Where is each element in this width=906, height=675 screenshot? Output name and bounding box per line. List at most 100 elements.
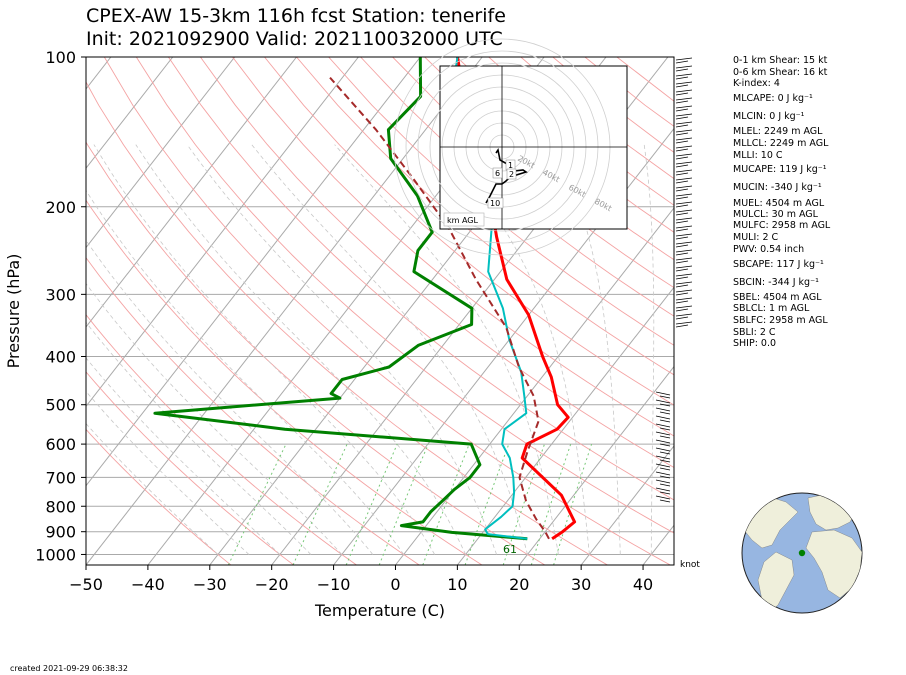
hodograph-height-label: 2 [509,170,514,179]
dry-adiabat [103,57,671,565]
index-line: SBLFC: 2958 m AGL [733,315,828,326]
wind-barb [675,161,693,168]
index-line: SHIP: 0.0 [733,338,777,349]
x-axis-label: Temperature (C) [314,601,445,620]
moist-adiabat [86,239,374,555]
dry-adiabat [86,199,483,565]
wind-barb [675,257,693,264]
moist-adiabat [86,357,281,555]
y-tick-label: 300 [45,285,76,304]
y-tick-label: 800 [45,497,76,516]
y-tick-label: 1000 [35,545,76,564]
index-line: MULI: 2 C [733,232,779,243]
wind-barb [655,455,671,463]
wind-barb [675,121,693,128]
x-tick-label: −50 [69,575,103,594]
wind-barb [675,281,693,288]
dry-adiabat [296,57,674,376]
isotherm-line [86,57,421,487]
wind-barb [675,105,693,112]
mixing-ratio-line [345,443,398,565]
index-line: MUCIN: -340 J kg⁻¹ [733,182,822,193]
isotherm-line [395,207,674,565]
dry-adiabat [328,57,674,346]
index-line: SBEL: 4504 m AGL [733,292,822,303]
index-line: MLLCL: 2249 m AGL [733,138,829,149]
wind-barb [675,129,693,136]
wind-barb [675,73,693,80]
hodograph-agl-label: km AGL [447,216,479,225]
wind-barb [675,313,693,320]
wind-barb [655,479,671,487]
moist-adiabat [86,282,343,555]
hodograph-height-label: 6 [495,169,500,178]
y-tick-label: 900 [45,523,76,542]
x-tick-label: 20 [509,575,529,594]
chart-title-line1: CPEX-AW 15-3km 116h fcst Station: teneri… [86,5,506,27]
surface-label: 61 [503,543,517,556]
y-tick-label: 200 [45,198,76,217]
moist-adiabat [439,144,590,555]
mixing-ratio-line [292,443,348,565]
wind-barb [655,439,671,447]
isotherm-line [86,57,483,565]
grid-lines [86,57,674,565]
moist-adiabat [135,144,466,555]
isotherm-line [456,286,674,565]
surface-value-label: 61 [503,543,517,556]
moist-adiabat [334,144,559,555]
dry-adiabat [168,57,674,501]
wind-barb [675,217,693,224]
index-line: MLEL: 2249 m AGL [733,126,823,137]
x-tick-label: 10 [447,575,467,594]
station-marker [798,549,806,557]
wind-barb [675,305,693,312]
x-tick-label: −40 [131,575,165,594]
y-tick-label: 600 [45,435,76,454]
africa-land [805,529,862,599]
moist-adiabat [186,144,497,555]
index-line: MULCL: 30 m AGL [733,209,818,220]
wind-barb [675,185,693,192]
wind-barb [675,193,693,200]
wind-barb [675,233,693,240]
wind-barb [675,201,693,208]
index-line: MUCAPE: 119 J kg⁻¹ [733,164,827,175]
x-tick-label: −20 [255,575,289,594]
index-line: MLCIN: 0 J kg⁻¹ [733,111,805,122]
moist-adiabat [86,189,405,555]
index-line: PWV: 0.54 inch [733,244,805,255]
mixing-ratio-line [227,443,287,565]
wind-barb [675,177,693,184]
index-line: SBLCL: 1 m AGL [733,303,810,314]
wind-barb [675,113,693,120]
wind-barb [655,463,671,471]
wind-barb [675,297,693,304]
wind-barb [655,423,671,431]
wind-barb [675,249,693,256]
x-tick-label: 0 [390,575,400,594]
index-line: 0-6 km Shear: 16 kt [733,67,828,78]
wind-barb [655,399,671,407]
axes: −50 −40 −30 −20 −10 0 10 20 30 40 100 200 300 400 500 6… [4,48,653,620]
wind-barb [655,415,671,423]
hodograph-height-label: 1 [508,161,513,170]
wind-barb [675,81,693,88]
index-line: 0-1 km Shear: 15 kt [733,55,828,66]
wind-barb [655,487,671,495]
dry-adiabat [135,57,674,534]
isotherm-line [86,57,297,328]
mixing-ratio-line [422,443,470,565]
dry-adiabat [200,57,674,469]
x-tick-label: 40 [633,575,653,594]
x-tick-label: 30 [571,575,591,594]
chart-title-line2: Init: 2021092900 Valid: 202110032000 UTC [86,28,503,50]
dry-adiabat [86,257,420,565]
index-line: SBLI: 2 C [733,327,776,338]
wind-barb [655,431,671,439]
index-line: K-index: 4 [733,78,780,89]
index-line: MLLI: 10 C [733,150,783,161]
wind-barb [675,265,693,272]
dry-adiabat [360,57,674,317]
